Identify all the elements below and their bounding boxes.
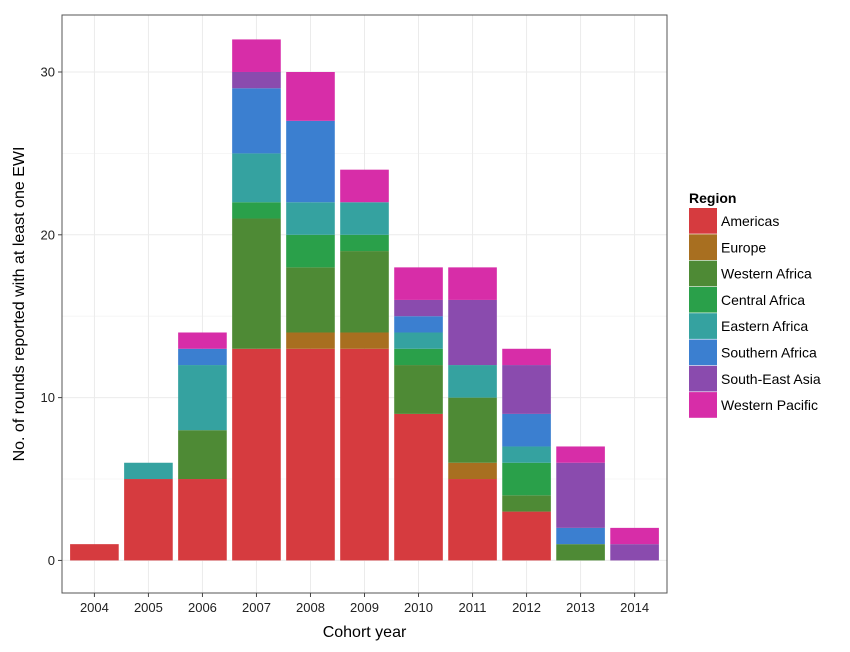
x-tick-label: 2010 (404, 600, 433, 615)
x-tick-label: 2014 (620, 600, 649, 615)
bar-segment (340, 251, 389, 333)
bar-segment (448, 479, 497, 561)
bar-segment (502, 365, 551, 414)
bar-segment (502, 495, 551, 512)
y-axis-title: No. of rounds reported with at least one… (11, 147, 28, 462)
legend-swatch (689, 208, 717, 234)
bar-segment (394, 413, 443, 561)
bar-segment (286, 71, 335, 121)
bar-segment (232, 153, 281, 203)
bar-segment (502, 462, 551, 496)
legend-label: Southern Africa (721, 345, 817, 361)
bar-segment (448, 299, 497, 366)
bar-segment (232, 88, 281, 154)
bar-segment (286, 234, 335, 268)
y-tick-label: 10 (41, 390, 55, 405)
legend-swatch (689, 286, 717, 313)
bar-segment (178, 332, 227, 349)
bar-segment (286, 332, 335, 349)
bars (70, 39, 659, 561)
bar-segment (556, 527, 605, 545)
legend: Region Americas Europe Western Africa Centr… (689, 190, 821, 418)
x-tick-label: 2004 (80, 600, 109, 615)
x-tick-label: 2008 (296, 600, 325, 615)
bar-segment (340, 202, 389, 235)
bar-segment (448, 267, 497, 300)
legend-label: Central Africa (721, 292, 805, 308)
bar-segment (502, 511, 551, 561)
bar-segment (448, 397, 497, 463)
bar-segment (232, 348, 281, 561)
bar-segment (340, 234, 389, 252)
legend-label: Eastern Africa (721, 318, 808, 334)
legend-label: Europe (721, 239, 766, 255)
bar-segment (502, 348, 551, 366)
x-tick-label: 2011 (459, 600, 487, 615)
x-tick-label: 2007 (242, 600, 271, 615)
bar-segment (448, 365, 497, 398)
bar-segment (610, 544, 659, 561)
bar-segment (394, 332, 443, 349)
y-tick-label: 0 (48, 553, 55, 568)
legend-swatch (689, 365, 717, 392)
legend-swatch (689, 260, 717, 287)
y-tick-label: 30 (41, 64, 55, 79)
bar-segment (556, 446, 605, 463)
bar-segment (178, 365, 227, 431)
bar-segment (70, 544, 119, 561)
bar-segment (232, 39, 281, 72)
bar-segment (178, 430, 227, 480)
x-tick-label: 2012 (512, 600, 541, 615)
legend-swatch (689, 313, 717, 339)
legend-swatch (689, 339, 717, 366)
bar-segment (610, 527, 659, 545)
x-axis-title: Cohort year (323, 624, 407, 641)
axes: 0 10 20 30 2004 2005 2006 2007 2008 2009 2010 2011 2… (41, 64, 650, 615)
x-tick-label: 2005 (134, 600, 163, 615)
x-tick-label: 2006 (188, 600, 217, 615)
y-tick-label: 20 (41, 227, 55, 242)
bar-segment (394, 299, 443, 317)
bar-segment (502, 446, 551, 463)
bar-segment (286, 267, 335, 333)
legend-label: Western Africa (721, 266, 812, 282)
bar-segment (502, 413, 551, 447)
bar-segment (340, 348, 389, 561)
bar-segment (178, 479, 227, 561)
legend-title: Region (689, 190, 736, 206)
bar-segment (124, 462, 173, 480)
bar-segment (286, 202, 335, 235)
x-tick-label: 2013 (566, 600, 595, 615)
legend-label: South-East Asia (721, 371, 821, 387)
bar-segment (340, 169, 389, 203)
bar-segment (124, 479, 173, 561)
bar-segment (556, 544, 605, 561)
bar-segment (232, 71, 281, 89)
legend-swatch (689, 234, 717, 260)
bar-segment (394, 365, 443, 414)
bar-segment (394, 267, 443, 300)
legend-swatch (689, 392, 717, 418)
bar-segment (232, 202, 281, 219)
legend-label: Western Pacific (721, 397, 818, 413)
legend-label: Americas (721, 213, 779, 229)
bar-segment (394, 348, 443, 366)
x-tick-label: 2009 (350, 600, 379, 615)
bar-segment (232, 218, 281, 349)
bar-segment (394, 316, 443, 333)
bar-segment (556, 462, 605, 528)
bar-segment (178, 348, 227, 366)
bar-segment (448, 462, 497, 480)
bar-segment (286, 120, 335, 203)
bar-segment (340, 332, 389, 349)
bar-segment (286, 348, 335, 561)
